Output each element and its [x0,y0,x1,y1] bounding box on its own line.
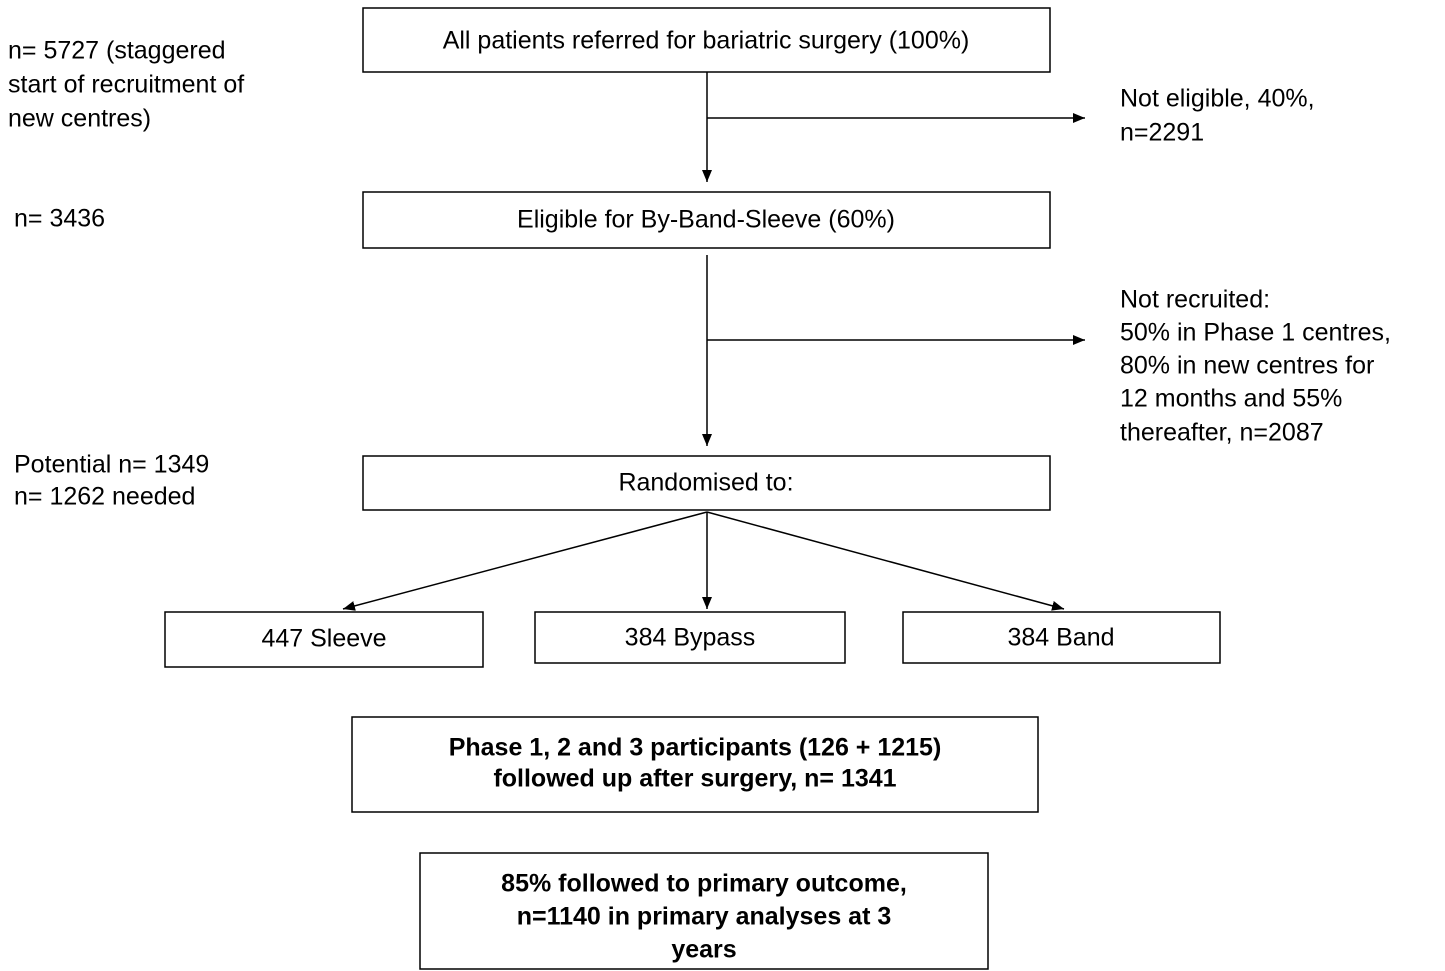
box [362,7,1051,73]
box-label: 384 Band [1007,624,1114,652]
exclusion-note: 12 months and 55% [1120,385,1342,413]
box-label: 384 Bypass [625,624,756,652]
arrow [342,511,708,611]
left-note: n= 5727 (staggered [8,37,226,65]
exclusion-note: Not eligible, 40%, [1120,85,1315,113]
box [164,611,484,668]
left-note: start of recruitment of [8,71,244,99]
left-note: new centres) [8,105,151,133]
exclusion-note: 50% in Phase 1 centres, [1120,319,1391,347]
box-label: Eligible for By-Band-Sleeve (60%) [517,206,895,234]
box-label: followed up after surgery, n= 1341 [493,765,896,793]
box-label: years [671,936,736,964]
exclusion-note: n=2291 [1120,119,1204,147]
exclusion-note: 80% in new centres for [1120,352,1374,380]
left-note: n= 1262 needed [14,483,195,511]
box [534,611,846,664]
box-label: 447 Sleeve [261,625,386,653]
box-label: 85% followed to primary outcome, [501,870,907,898]
box [902,611,1221,664]
exclusion-note: Not recruited: [1120,286,1270,314]
arrow [706,511,1065,611]
box [362,455,1051,511]
box-label: Phase 1, 2 and 3 participants (126 + 121… [449,734,942,762]
exclusion-note: thereafter, n=2087 [1120,419,1324,447]
box [351,716,1039,813]
box [419,852,989,970]
box-label: All patients referred for bariatric surg… [443,27,970,55]
box-label: n=1140 in primary analyses at 3 [517,903,892,931]
left-note: Potential n= 1349 [14,451,209,479]
box-label: Randomised to: [618,469,793,497]
left-note: n= 3436 [14,205,105,233]
box [362,191,1051,249]
connectors [342,72,1085,611]
